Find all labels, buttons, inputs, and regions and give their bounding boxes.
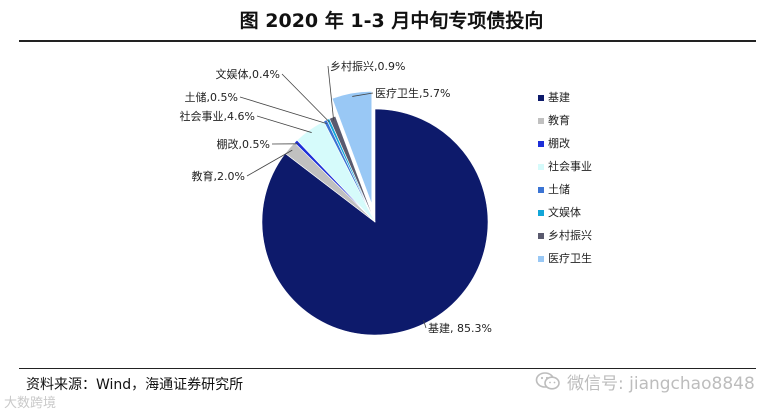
legend-swatch-7 [538,233,544,239]
leader-line-8 [352,92,374,97]
slice-label-5: 土储,0.5% [185,90,238,104]
legend-swatch-4 [538,164,544,170]
slice-label-8: 医疗卫生,5.7% [375,86,450,100]
slice-label-4: 社会事业,4.6% [180,109,255,123]
chart-title: 图 2020 年 1-3 月中旬专项债投向 [239,10,544,32]
legend-swatch-1 [538,95,544,101]
pie-slice-7 [329,115,376,223]
legend-label-2: 教育 [548,113,570,127]
watermark-text: 微信号: jiangchao8848 [567,373,755,394]
slice-label-2: 教育,2.0% [192,169,245,183]
leader-line-1 [423,320,427,329]
slice-label-1: 基建, 85.3% [428,321,492,335]
pie-slices [261,90,489,336]
legend-swatch-3 [538,141,544,147]
leader-lines [239,65,427,329]
top-divider [19,40,756,42]
legend-label-5: 土储 [548,182,570,196]
slice-label-3: 棚改,0.5% [217,137,270,151]
legend-swatch-2 [538,118,544,124]
pie-slice-8 [331,90,373,205]
legend-label-3: 棚改 [548,136,570,150]
legend-label-6: 文娱体 [548,205,581,219]
source-note: 资料来源：Wind，海通证券研究所 [26,377,244,393]
bottom-divider [19,368,756,369]
legend-label-1: 基建 [548,90,570,104]
leader-line-2 [246,149,293,177]
slice-labels: 基建, 85.3% 教育,2.0% 棚改,0.5% 社会事业,4.6% 土储,0.5% 文… [180,59,492,335]
leader-line-7 [327,65,335,121]
wechat-watermark: 微信号: jiangchao8848 [535,367,765,395]
legend-swatch-5 [538,187,544,193]
wechat-icon [535,372,560,390]
slice-label-6: 文娱体,0.4% [216,67,280,81]
legend-label-8: 医疗卫生 [548,251,592,265]
legend-label-4: 社会事业 [548,159,592,173]
leader-line-6 [281,73,330,123]
legend-label-7: 乡村振兴 [548,228,592,242]
leader-line-5 [239,96,327,124]
legend-swatch-8 [538,256,544,262]
corner-watermark: 大数跨境 [4,396,57,411]
slice-label-7: 乡村振兴,0.9% [330,59,405,73]
legend-swatch-6 [538,210,544,216]
leader-line-4 [256,115,312,133]
